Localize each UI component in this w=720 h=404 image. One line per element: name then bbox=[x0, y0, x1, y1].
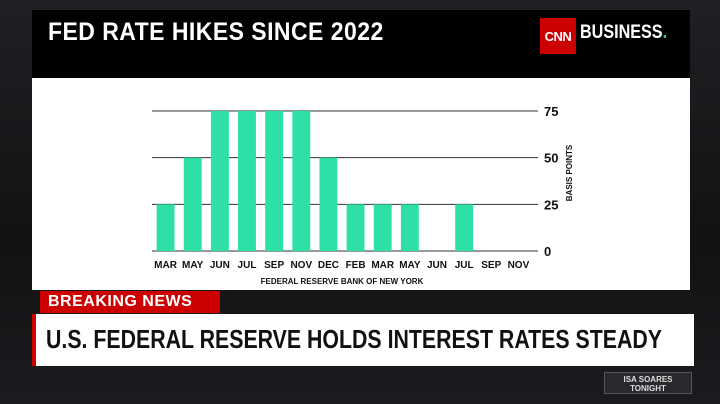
bar bbox=[319, 157, 338, 251]
bar-chart: MAR MAY JUN JUL SEP NOV DEC FEB MAR MAY JUN JUL SEP N… bbox=[152, 104, 574, 286]
bar bbox=[400, 204, 419, 251]
promo-line-2: TONIGHT bbox=[630, 384, 666, 393]
headline-accent bbox=[32, 314, 36, 366]
promo-line-1: ISA SOARES bbox=[623, 375, 673, 384]
x-tick-label: DEC bbox=[318, 260, 339, 271]
chart-source: FEDERAL RESERVE BANK OF NEW YORK bbox=[261, 277, 424, 286]
x-tick-label: MAR bbox=[371, 260, 395, 271]
x-tick-label: FEB bbox=[346, 260, 366, 271]
bar bbox=[156, 204, 175, 251]
program-promo: ISA SOARES TONIGHT bbox=[604, 372, 692, 394]
bar bbox=[455, 204, 474, 251]
x-tick-label: SEP bbox=[481, 260, 501, 271]
bar bbox=[292, 111, 311, 251]
chart-panel: MAR MAY JUN JUL SEP NOV DEC FEB MAR MAY JUN JUL SEP N… bbox=[32, 78, 690, 290]
business-label: BUSINESS. bbox=[580, 22, 667, 44]
bar bbox=[183, 157, 202, 251]
cnn-logo: CNN bbox=[540, 18, 576, 54]
headline-bar: U.S. FEDERAL RESERVE HOLDS INTEREST RATE… bbox=[32, 314, 694, 366]
breaking-news-label: BREAKING NEWS bbox=[40, 291, 220, 313]
chart-title-bar: FED RATE HIKES SINCE 2022 CNN BUSINESS. bbox=[32, 10, 690, 78]
y-axis-title: BASIS POINTS bbox=[565, 144, 574, 201]
bar bbox=[346, 204, 365, 251]
grid-lines bbox=[152, 110, 538, 252]
bar bbox=[210, 111, 229, 251]
business-text: BUSINESS bbox=[580, 22, 663, 43]
headline-text: U.S. FEDERAL RESERVE HOLDS INTEREST RATE… bbox=[46, 324, 663, 354]
y-tick-label: 50 bbox=[544, 151, 558, 166]
bar bbox=[373, 204, 392, 251]
chart-title: FED RATE HIKES SINCE 2022 bbox=[48, 18, 384, 46]
x-tick-label: MAY bbox=[182, 260, 204, 271]
x-tick-label: JUL bbox=[455, 260, 474, 271]
x-tick-label: MAR bbox=[154, 260, 178, 271]
bar bbox=[238, 111, 256, 251]
y-tick-label: 75 bbox=[544, 104, 558, 119]
x-tick-label: NOV bbox=[508, 260, 530, 271]
x-tick-label: JUL bbox=[238, 260, 257, 271]
y-tick-label: 25 bbox=[544, 197, 558, 212]
x-tick-label: JUN bbox=[210, 260, 230, 271]
x-tick-label: SEP bbox=[264, 260, 284, 271]
business-dot: . bbox=[662, 22, 668, 43]
x-tick-label: NOV bbox=[290, 260, 312, 271]
bar bbox=[265, 111, 284, 251]
y-tick-labels: 0 25 50 75 bbox=[544, 104, 558, 259]
x-tick-label: JUN bbox=[427, 260, 447, 271]
x-tick-labels: MAR MAY JUN JUL SEP NOV DEC FEB MAR MAY JUN JUL SEP N… bbox=[154, 260, 529, 271]
bars bbox=[156, 111, 474, 251]
x-tick-label: MAY bbox=[399, 260, 421, 271]
y-tick-label: 0 bbox=[544, 244, 551, 259]
